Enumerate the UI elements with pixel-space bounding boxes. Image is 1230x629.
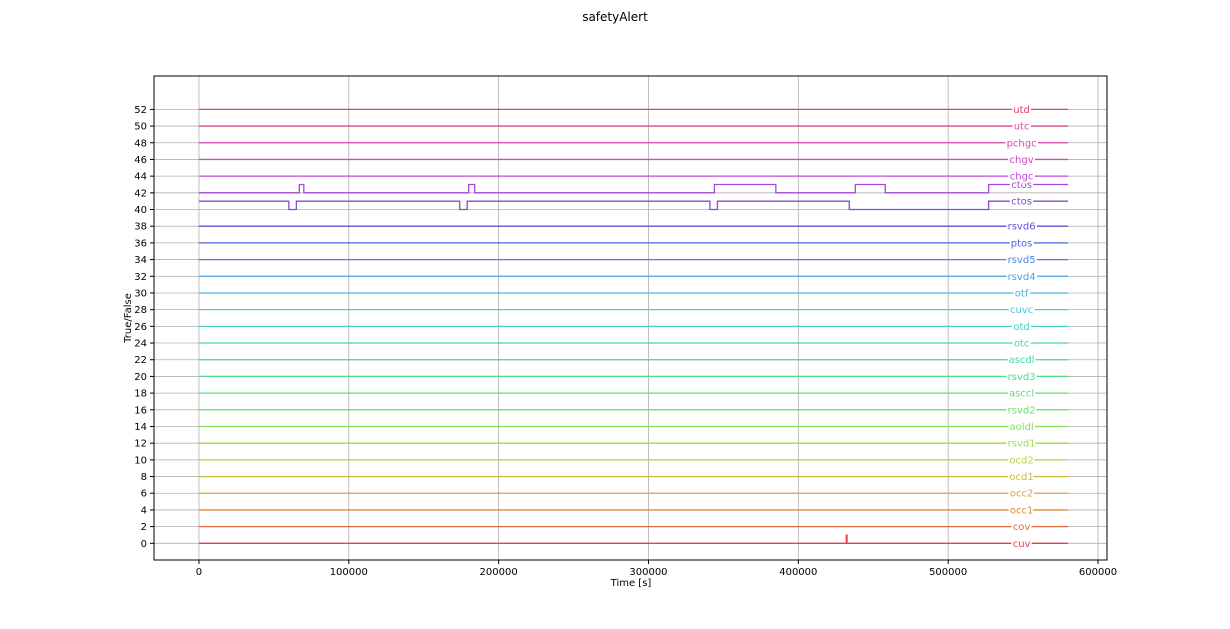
chart-title: safetyAlert xyxy=(582,10,648,24)
series-line-cuv xyxy=(198,534,1069,544)
y-tick-label: 50 xyxy=(134,122,147,133)
y-tick-label: 18 xyxy=(134,389,147,400)
y-tick-label: 52 xyxy=(134,105,147,116)
series-label-rsvd5: rsvd5 xyxy=(1008,255,1036,266)
y-tick-label: 42 xyxy=(134,188,147,199)
x-tick-label: 0 xyxy=(196,567,202,578)
series-label-occ1: occ1 xyxy=(1010,505,1033,516)
series-label-ocd1: ocd1 xyxy=(1009,472,1033,483)
y-tick-label: 20 xyxy=(134,372,147,383)
y-tick-label: 44 xyxy=(134,172,147,183)
x-tick-label: 300000 xyxy=(629,567,667,578)
x-axis-label: Time [s] xyxy=(610,578,652,589)
series-label-rsvd4: rsvd4 xyxy=(1008,272,1036,283)
y-tick-label: 2 xyxy=(141,522,147,533)
y-tick-label: 28 xyxy=(134,305,147,316)
x-tick-label: 500000 xyxy=(929,567,967,578)
y-tick-label: 32 xyxy=(134,272,147,283)
y-tick-label: 26 xyxy=(134,322,147,333)
series-label-rsvd1: rsvd1 xyxy=(1008,439,1036,450)
series-label-cov: cov xyxy=(1013,522,1031,533)
series-label-rsvd2: rsvd2 xyxy=(1008,405,1036,416)
y-axis-label: True/False xyxy=(123,293,134,344)
x-axis: 0 100000 200000 300000 400000 500000 600000 xyxy=(196,560,1117,578)
y-tick-label: 30 xyxy=(134,288,147,299)
series-label-aoldl: aoldl xyxy=(1010,422,1034,433)
y-axis: 0246810121416182022242628303234363840424… xyxy=(134,105,154,550)
y-tick-label: 36 xyxy=(134,238,147,249)
y-tick-label: 12 xyxy=(134,439,147,450)
series-label-utd: utd xyxy=(1013,105,1030,116)
y-tick-label: 24 xyxy=(134,339,147,350)
y-tick-label: 48 xyxy=(134,138,147,149)
series-label-chgv: chgv xyxy=(1010,155,1034,166)
series-label-cuvc: cuvc xyxy=(1010,305,1033,316)
series-label-occ2: occ2 xyxy=(1010,489,1033,500)
series-line-ctos xyxy=(198,183,1069,194)
y-tick-label: 8 xyxy=(141,472,147,483)
series-label-ptos: ptos xyxy=(1011,238,1033,249)
y-tick-label: 0 xyxy=(141,539,147,550)
y-tick-label: 14 xyxy=(134,422,147,433)
x-tick-label: 400000 xyxy=(779,567,817,578)
y-tick-label: 4 xyxy=(141,505,147,516)
y-tick-label: 16 xyxy=(134,405,147,416)
series-labels: cuv cov occ1 occ2 ocd1 ocd2 rsvd1 aoldl rsvd2 asc… xyxy=(1005,103,1039,552)
x-tick-label: 100000 xyxy=(330,567,368,578)
x-tick-label: 200000 xyxy=(480,567,518,578)
series-label-ctos: ctos xyxy=(1011,197,1032,208)
series-layer xyxy=(198,108,1069,544)
y-tick-label: 34 xyxy=(134,255,147,266)
series-label-rsvd6: rsvd6 xyxy=(1008,222,1036,233)
series-label-ctos: ctos xyxy=(1011,180,1032,191)
series-label-ascdl: ascdl xyxy=(1009,355,1035,366)
grid xyxy=(154,76,1107,560)
plot-frame xyxy=(153,75,1108,561)
series-label-utc: utc xyxy=(1014,122,1030,133)
series-label-otf: otf xyxy=(1015,288,1029,299)
series-label-otc: otc xyxy=(1014,339,1030,350)
series-label-asccl: asccl xyxy=(1009,389,1034,400)
y-tick-label: 22 xyxy=(134,355,147,366)
series-label-pchgc: pchgc xyxy=(1007,138,1037,149)
series-label-chgc: chgc xyxy=(1010,172,1034,183)
y-tick-label: 10 xyxy=(134,455,147,466)
series-label-rsvd3: rsvd3 xyxy=(1008,372,1036,383)
x-tick-label: 600000 xyxy=(1079,567,1117,578)
y-tick-label: 6 xyxy=(141,489,147,500)
series-line-ctos xyxy=(198,200,1069,211)
series-label-cuv: cuv xyxy=(1013,539,1031,550)
y-tick-label: 46 xyxy=(134,155,147,166)
y-tick-label: 38 xyxy=(134,222,147,233)
series-label-otd: otd xyxy=(1013,322,1029,333)
series-label-ocd2: ocd2 xyxy=(1009,455,1033,466)
y-tick-label: 40 xyxy=(134,205,147,216)
